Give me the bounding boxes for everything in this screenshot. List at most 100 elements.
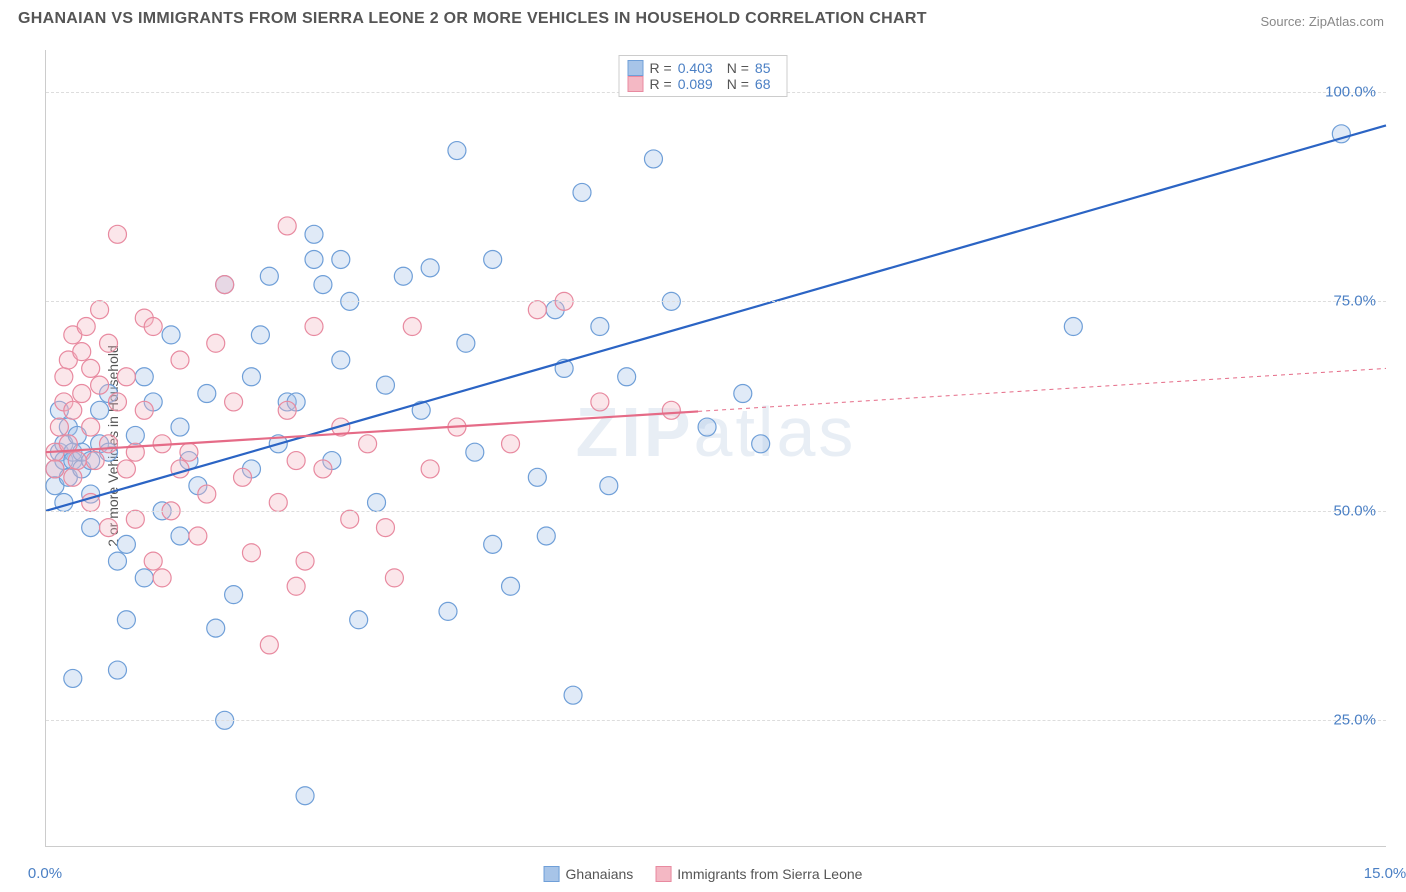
y-tick-label: 50.0% [1333, 502, 1376, 519]
gridline [46, 511, 1386, 512]
scatter-point [234, 468, 252, 486]
scatter-point [126, 426, 144, 444]
scatter-point [528, 301, 546, 319]
scatter-point [100, 435, 118, 453]
scatter-point [117, 611, 135, 629]
scatter-point [564, 686, 582, 704]
scatter-point [376, 519, 394, 537]
scatter-point [502, 577, 520, 595]
scatter-point [198, 485, 216, 503]
scatter-point [421, 259, 439, 277]
y-tick-label: 75.0% [1333, 293, 1376, 310]
scatter-point [135, 401, 153, 419]
scatter-point [73, 385, 91, 403]
trend-line [46, 125, 1386, 510]
stats-row-a: R = 0.403 N = 85 [628, 60, 779, 76]
scatter-point [278, 217, 296, 235]
scatter-point [216, 276, 234, 294]
scatter-point [314, 276, 332, 294]
plot-area: ZIPatlas 25.0%50.0%75.0%100.0% [45, 50, 1386, 847]
scatter-point [82, 418, 100, 436]
stats-legend: R = 0.403 N = 85 R = 0.089 N = 68 [619, 55, 788, 97]
chart-title: GHANAIAN VS IMMIGRANTS FROM SIERRA LEONE… [18, 10, 927, 28]
stats-row-b: R = 0.089 N = 68 [628, 76, 779, 92]
scatter-point [448, 142, 466, 160]
series-legend: Ghanaians Immigrants from Sierra Leone [544, 866, 863, 882]
r-label-a: R = [650, 60, 672, 76]
n-label-b: N = [727, 76, 749, 92]
n-value-a: 85 [755, 60, 771, 76]
scatter-point [698, 418, 716, 436]
scatter-point [135, 569, 153, 587]
scatter-point [46, 460, 64, 478]
x-tick-1: 15.0% [1364, 865, 1406, 882]
scatter-point [591, 393, 609, 411]
scatter-point [341, 510, 359, 528]
scatter-point [376, 376, 394, 394]
scatter-point [144, 552, 162, 570]
scatter-point [171, 527, 189, 545]
scatter-point [439, 602, 457, 620]
scatter-point [91, 401, 109, 419]
legend-label-a: Ghanaians [566, 866, 634, 882]
y-tick-label: 25.0% [1333, 712, 1376, 729]
scatter-point [82, 519, 100, 537]
scatter-point [305, 250, 323, 268]
gridline [46, 720, 1386, 721]
scatter-point [207, 619, 225, 637]
scatter-point [117, 460, 135, 478]
scatter-point [296, 787, 314, 805]
scatter-point [207, 334, 225, 352]
scatter-point [600, 477, 618, 495]
scatter-point [591, 318, 609, 336]
scatter-point [332, 250, 350, 268]
source-label: Source: ZipAtlas.com [1260, 14, 1384, 29]
swatch-series-b [628, 76, 644, 92]
scatter-point [68, 452, 86, 470]
scatter-point [82, 359, 100, 377]
scatter-point [278, 401, 296, 419]
scatter-point [64, 401, 82, 419]
scatter-point [457, 334, 475, 352]
scatter-point [394, 267, 412, 285]
scatter-point [296, 552, 314, 570]
scatter-point [644, 150, 662, 168]
scatter-point [421, 460, 439, 478]
plot-svg [46, 50, 1386, 846]
scatter-point [162, 326, 180, 344]
scatter-point [287, 577, 305, 595]
scatter-point [314, 460, 332, 478]
scatter-point [64, 669, 82, 687]
n-value-b: 68 [755, 76, 771, 92]
r-value-b: 0.089 [678, 76, 713, 92]
scatter-point [91, 301, 109, 319]
scatter-point [260, 267, 278, 285]
scatter-point [108, 661, 126, 679]
scatter-point [108, 552, 126, 570]
scatter-point [359, 435, 377, 453]
scatter-point [242, 368, 260, 386]
scatter-point [350, 611, 368, 629]
scatter-point [189, 527, 207, 545]
scatter-point [528, 468, 546, 486]
scatter-point [86, 452, 104, 470]
scatter-point [50, 418, 68, 436]
r-label-b: R = [650, 76, 672, 92]
scatter-point [368, 493, 386, 511]
scatter-point [171, 351, 189, 369]
scatter-point [734, 385, 752, 403]
scatter-point [385, 569, 403, 587]
scatter-point [180, 443, 198, 461]
scatter-point [537, 527, 555, 545]
scatter-point [287, 452, 305, 470]
legend-swatch-b [655, 866, 671, 882]
scatter-point [466, 443, 484, 461]
scatter-point [100, 334, 118, 352]
scatter-point [752, 435, 770, 453]
scatter-point [55, 493, 73, 511]
x-tick-0: 0.0% [28, 865, 62, 882]
scatter-point [484, 250, 502, 268]
legend-swatch-a [544, 866, 560, 882]
scatter-point [662, 401, 680, 419]
scatter-point [100, 519, 118, 537]
